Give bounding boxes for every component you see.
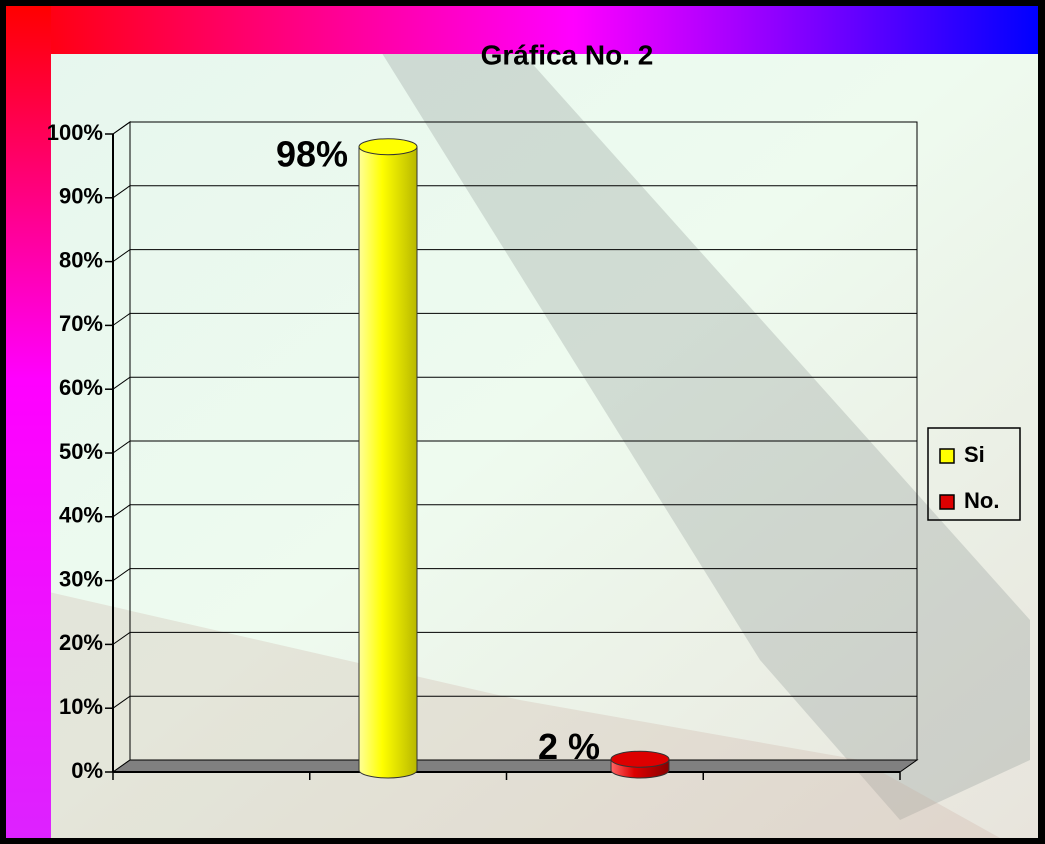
grid-line: [112, 312, 131, 326]
y-tick-label: 10%: [59, 694, 103, 719]
y-tick-label: 60%: [59, 375, 103, 400]
legend-swatch: [939, 448, 955, 464]
y-tick-label: 100%: [47, 120, 103, 145]
decor: [40, 590, 1000, 838]
grid-line: [112, 440, 131, 454]
bar: [359, 146, 417, 770]
legend-label: Si: [964, 442, 985, 467]
y-tick-label: 50%: [59, 439, 103, 464]
y-tick-label: 80%: [59, 247, 103, 272]
y-tick-label: 40%: [59, 503, 103, 528]
chart-title: Gráfica No. 2: [481, 39, 654, 70]
grid-line: [112, 121, 131, 135]
grid-line: [112, 376, 131, 390]
decor: [380, 50, 1030, 820]
bar-top: [610, 750, 670, 768]
background: [6, 6, 1038, 838]
legend-swatch: [939, 494, 955, 510]
grid-line: [112, 185, 131, 199]
y-tick-label: 90%: [59, 184, 103, 209]
grid-line: [112, 504, 131, 518]
grid-line: [112, 631, 131, 645]
bar-top: [358, 138, 418, 156]
data-label: 2 %: [538, 726, 600, 767]
y-tick-label: 70%: [59, 311, 103, 336]
data-label: 98%: [276, 133, 348, 174]
grid-line: [112, 568, 131, 582]
y-tick-label: 20%: [59, 630, 103, 655]
y-tick-label: 30%: [59, 566, 103, 591]
legend: [927, 427, 1021, 521]
floor: [111, 759, 919, 773]
y-tick-label: 0%: [71, 758, 103, 783]
frame-left: [6, 6, 51, 838]
grid-line: [112, 695, 131, 709]
grid-line: [112, 249, 131, 263]
frame-top: [6, 6, 1038, 54]
legend-label: No.: [964, 488, 999, 513]
